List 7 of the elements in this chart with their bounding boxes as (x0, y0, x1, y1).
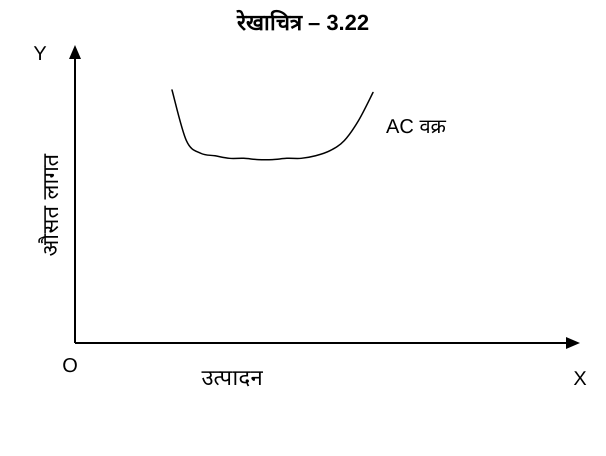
y-axis-title: औसत लागत (38, 153, 63, 257)
text: O (62, 355, 78, 377)
text: X (573, 368, 587, 390)
chart-title: रेखाचित्र – 3.22 (236, 9, 370, 35)
text: AC वक्र (386, 116, 446, 138)
text: Y (33, 43, 47, 65)
x-axis-title: उत्पादन (202, 365, 264, 390)
